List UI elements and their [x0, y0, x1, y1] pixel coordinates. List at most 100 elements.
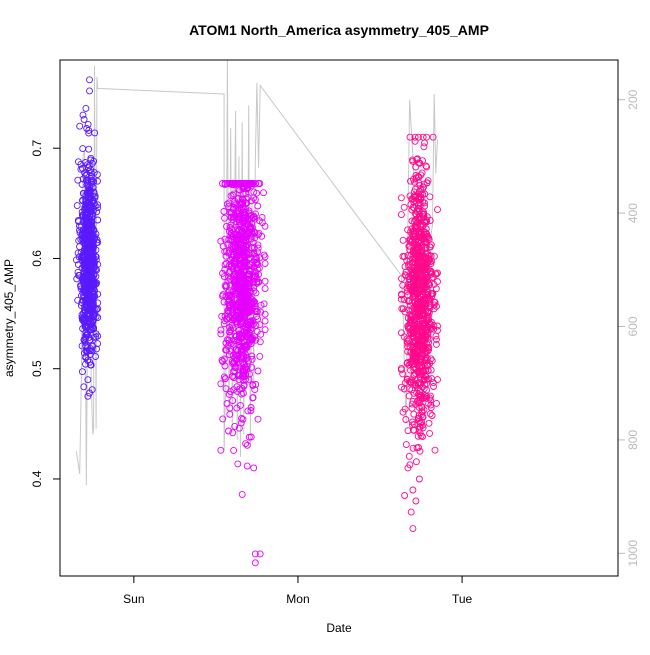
y-tick-label: 0.7: [30, 140, 44, 157]
data-point: [430, 280, 438, 288]
data-point: [418, 169, 426, 177]
data-point: [238, 286, 246, 294]
data-point: [227, 281, 234, 289]
data-point: [236, 371, 244, 379]
data-point: [231, 354, 239, 362]
data-point: [425, 257, 433, 265]
data-point: [247, 212, 255, 220]
data-point: [219, 415, 227, 423]
data-point: [227, 208, 235, 216]
data-point: [83, 248, 91, 256]
data-point: [82, 256, 90, 264]
data-point: [244, 272, 252, 280]
data-point: [253, 189, 261, 197]
data-point: [420, 210, 428, 218]
data-point: [80, 383, 88, 391]
data-point: [430, 383, 437, 390]
data-point: [429, 133, 437, 141]
data-point: [402, 416, 410, 423]
data-point: [257, 330, 265, 338]
data-point: [400, 203, 408, 211]
data-point: [234, 460, 242, 468]
data-point: [237, 205, 245, 213]
data-point: [416, 387, 424, 395]
data-point: [426, 429, 434, 437]
data-point: [244, 193, 252, 201]
data-point: [81, 335, 89, 342]
data-point: [239, 389, 247, 397]
data-point: [423, 133, 431, 141]
data-point: [407, 235, 415, 243]
data-point: [225, 427, 232, 435]
data-point: [230, 340, 238, 348]
data-point: [233, 266, 241, 274]
data-point: [399, 281, 407, 289]
data-point: [407, 316, 415, 324]
data-point: [229, 301, 237, 309]
data-point: [260, 300, 268, 308]
data-point: [225, 295, 233, 303]
data-point: [250, 464, 258, 472]
data-point: [424, 308, 432, 316]
data-point: [235, 326, 243, 334]
data-point: [426, 193, 434, 201]
data-point: [73, 202, 81, 210]
data-point: [421, 271, 429, 279]
data-point: [223, 346, 230, 354]
data-point: [76, 122, 84, 130]
data-point: [417, 225, 425, 233]
data-point: [433, 399, 440, 407]
data-point: [261, 253, 269, 261]
data-point: [241, 212, 248, 220]
data-point: [246, 279, 253, 287]
data-point: [434, 206, 441, 214]
plot-frame: [59, 59, 619, 577]
data-point: [420, 343, 428, 351]
data-point: [243, 275, 251, 283]
data-point: [85, 145, 93, 153]
data-point: [234, 347, 242, 355]
data-point: [78, 232, 86, 240]
data-point: [89, 196, 97, 204]
series-c: [397, 133, 441, 533]
data-point: [424, 366, 432, 374]
data-point: [78, 299, 86, 307]
y-right-tick-label: 600: [626, 316, 640, 336]
data-point: [223, 222, 230, 230]
data-point: [229, 397, 237, 405]
data-point: [79, 274, 87, 282]
data-point: [232, 364, 240, 371]
data-point: [251, 386, 259, 394]
data-point: [228, 372, 236, 380]
data-point: [415, 362, 423, 370]
data-point: [222, 385, 230, 393]
data-point: [414, 305, 422, 313]
data-point: [86, 199, 93, 206]
data-point: [416, 202, 424, 210]
data-point: [408, 319, 415, 327]
data-point: [238, 414, 245, 422]
data-point: [405, 392, 413, 400]
data-point: [244, 407, 252, 415]
data-point: [72, 256, 80, 264]
data-point: [248, 220, 256, 228]
data-point: [397, 364, 405, 372]
data-point: [400, 296, 408, 304]
data-point: [413, 289, 421, 297]
data-point: [87, 299, 95, 307]
data-point: [411, 178, 418, 186]
y-tick-label: 0.6: [30, 250, 44, 267]
data-point: [399, 236, 407, 244]
data-point: [87, 273, 95, 281]
data-point: [421, 139, 428, 147]
data-point: [240, 366, 248, 374]
data-point: [415, 215, 423, 223]
data-point: [397, 383, 405, 391]
data-point: [261, 277, 269, 285]
data-point: [431, 446, 439, 454]
data-point: [431, 299, 439, 306]
data-point: [86, 87, 93, 95]
chart-title: ATOM1 North_America asymmetry_405_AMP: [189, 22, 489, 38]
series-b: [217, 180, 269, 567]
data-point: [241, 209, 249, 217]
